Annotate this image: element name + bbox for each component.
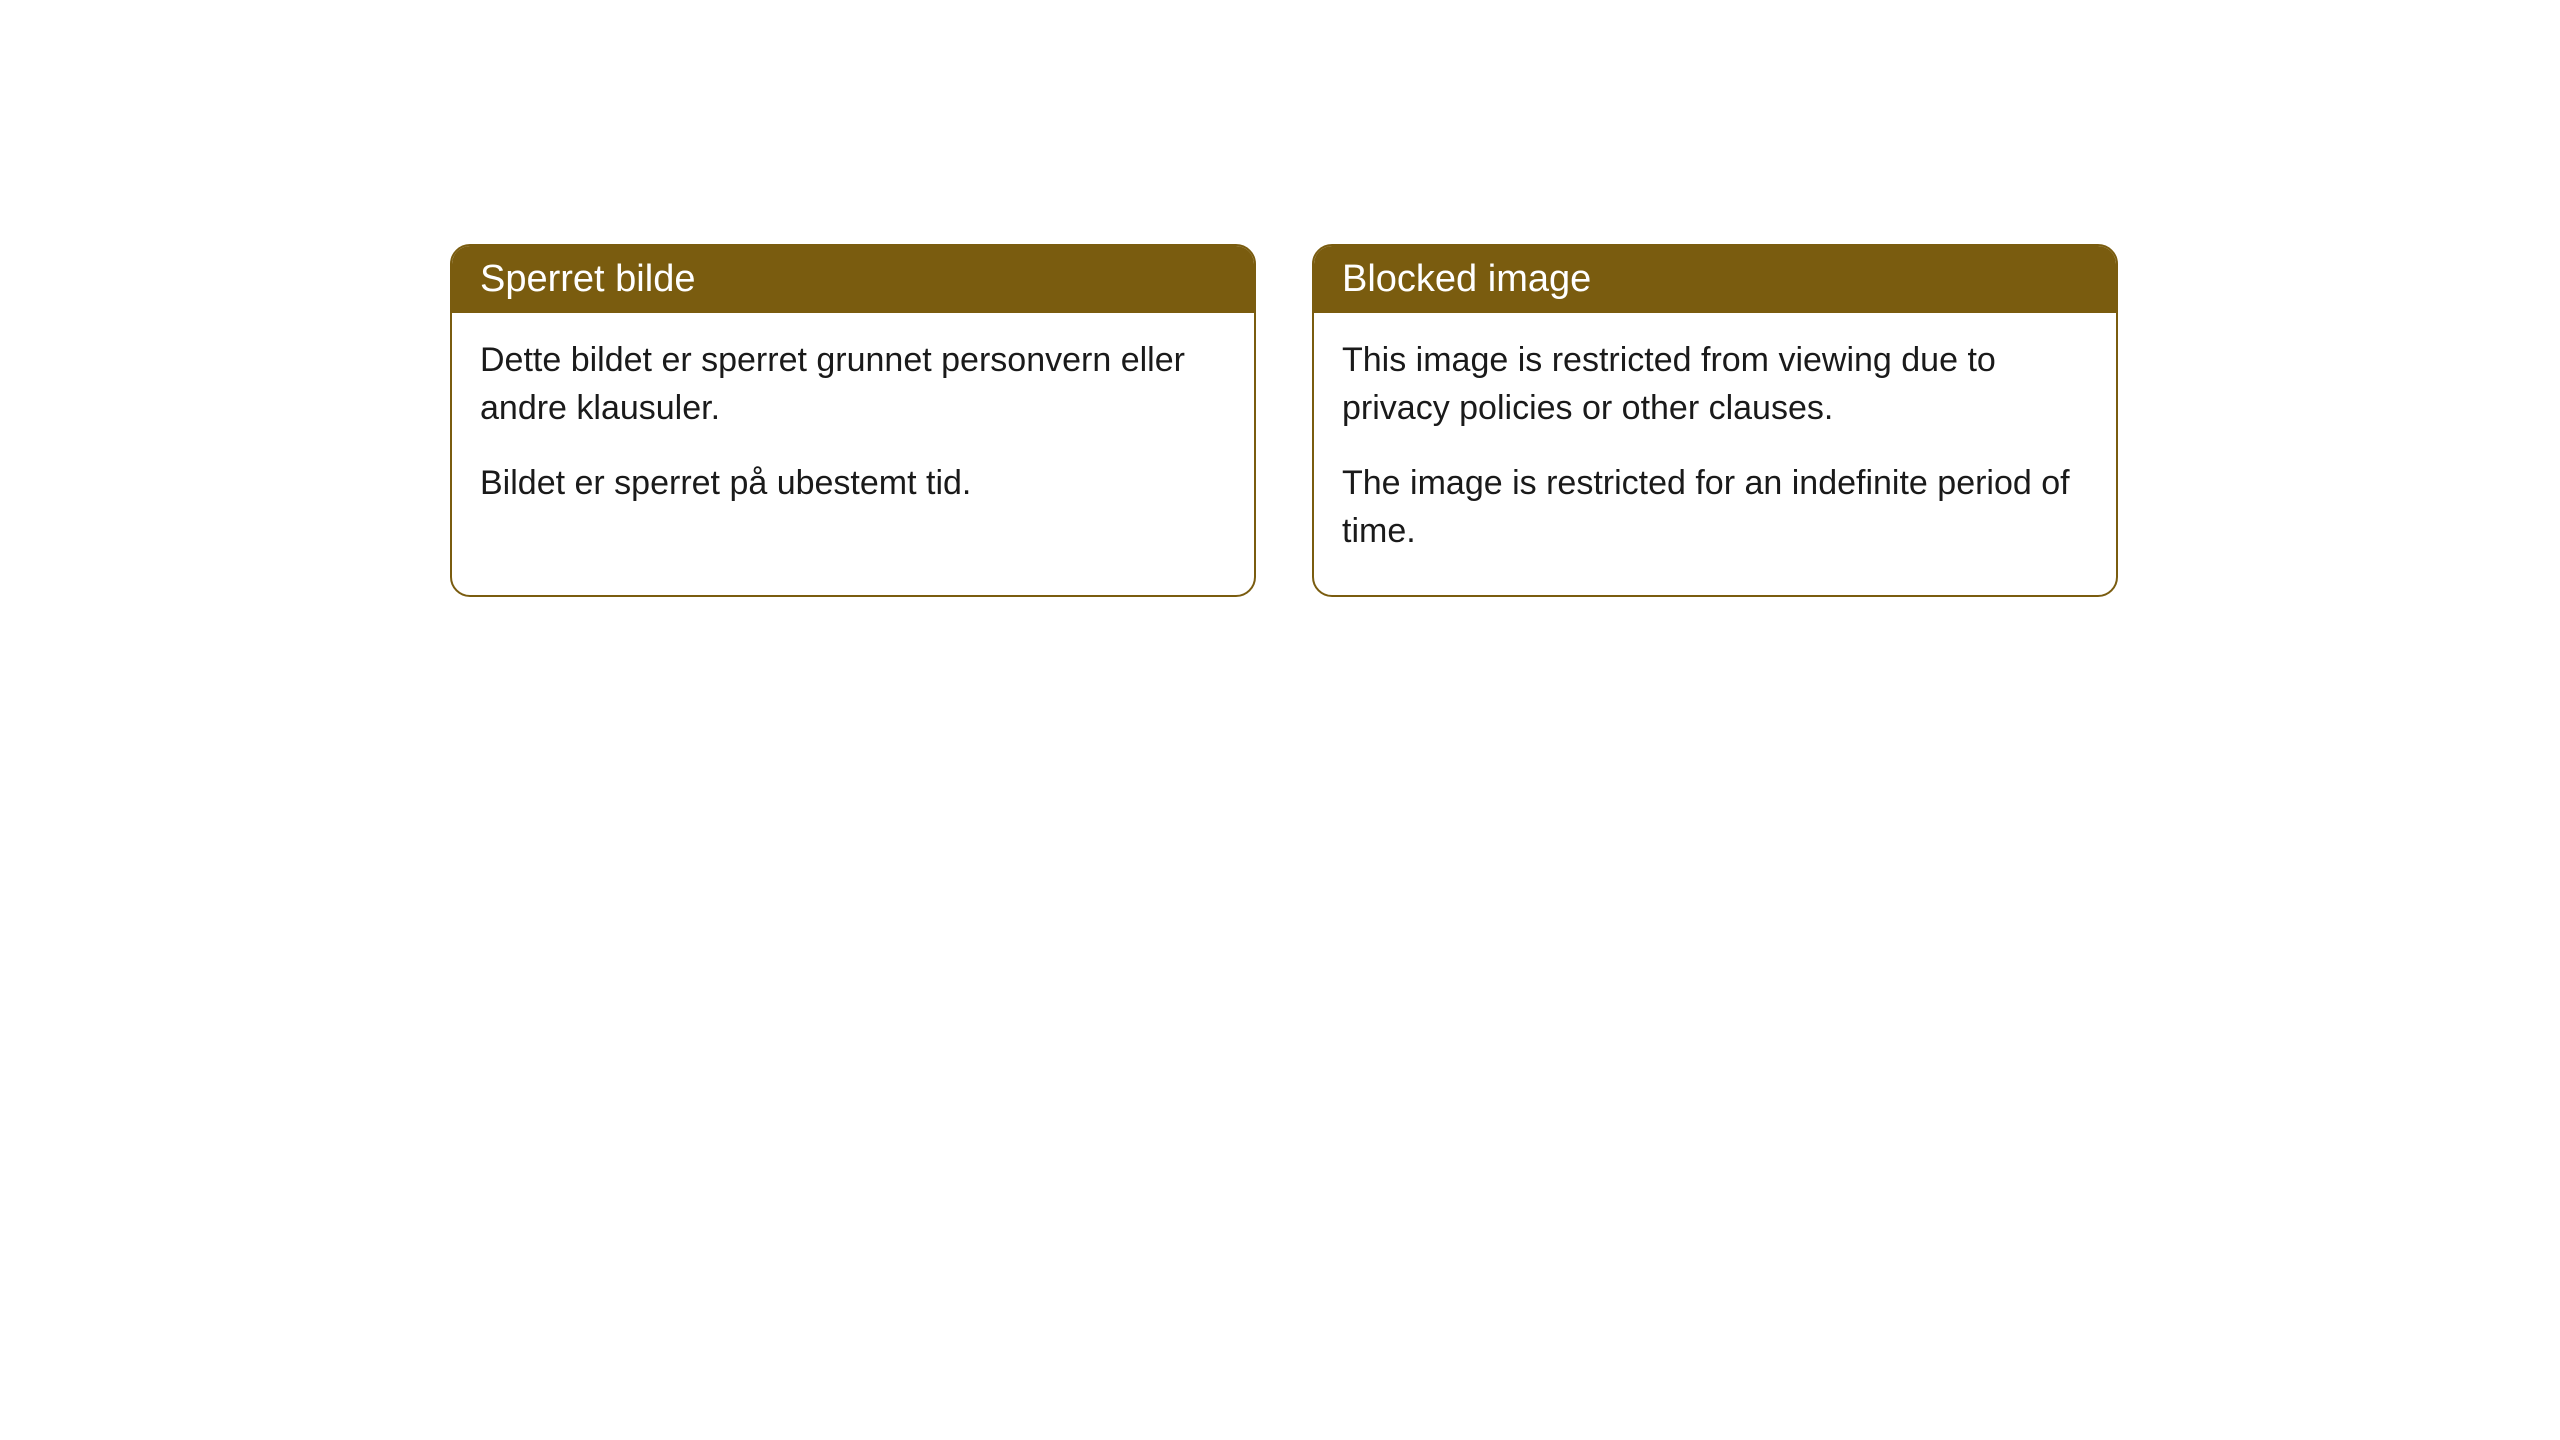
notice-cards-container: Sperret bilde Dette bildet er sperret gr… [450,244,2118,597]
card-header-norwegian: Sperret bilde [452,246,1254,313]
card-paragraph-2: Bildet er sperret på ubestemt tid. [480,460,1226,508]
blocked-image-card-norwegian: Sperret bilde Dette bildet er sperret gr… [450,244,1256,597]
card-paragraph-2: The image is restricted for an indefinit… [1342,460,2088,555]
card-paragraph-1: Dette bildet er sperret grunnet personve… [480,337,1226,432]
card-body-norwegian: Dette bildet er sperret grunnet personve… [452,313,1254,548]
card-paragraph-1: This image is restricted from viewing du… [1342,337,2088,432]
card-header-english: Blocked image [1314,246,2116,313]
blocked-image-card-english: Blocked image This image is restricted f… [1312,244,2118,597]
card-body-english: This image is restricted from viewing du… [1314,313,2116,595]
